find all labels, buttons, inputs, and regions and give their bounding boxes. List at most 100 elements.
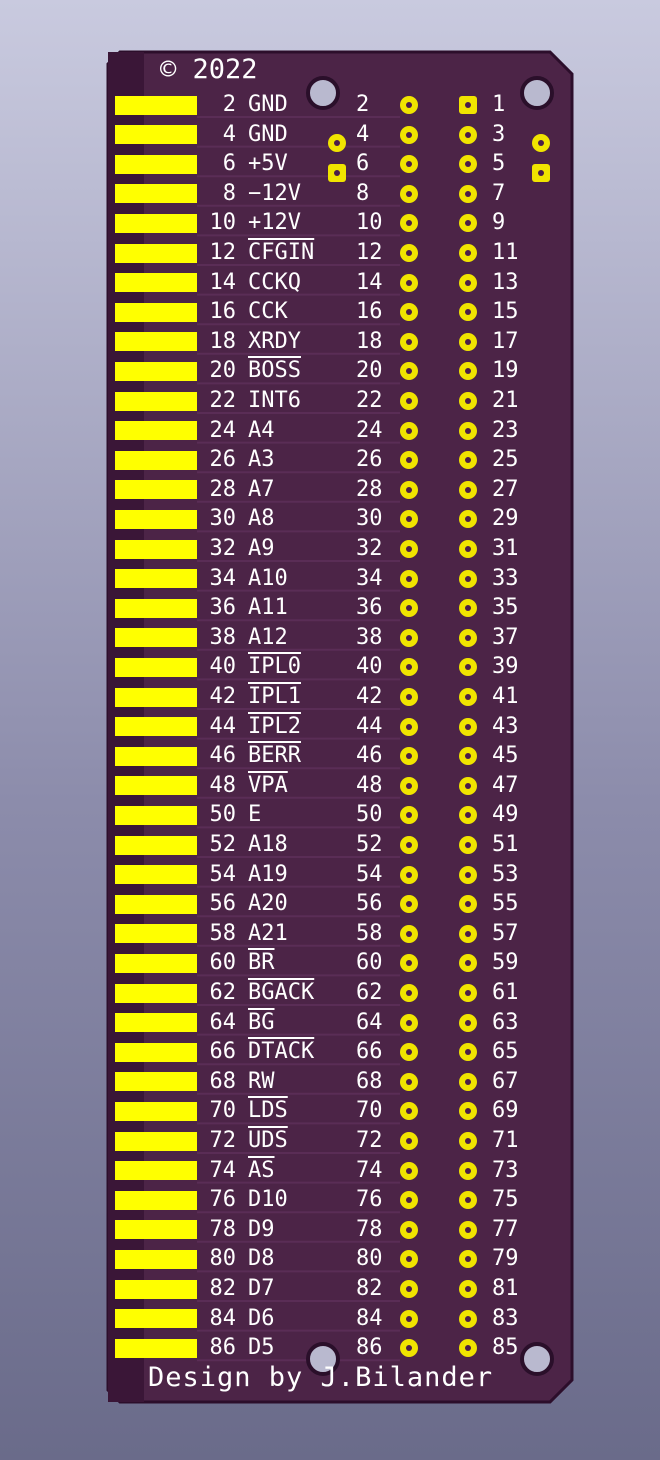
designer-credit: Design by J.Bilander — [148, 1362, 494, 1393]
header-pad-79 — [459, 1250, 477, 1269]
header-pad-56 — [400, 895, 418, 914]
signal-name: +12V — [248, 210, 301, 236]
gold-finger-64 — [115, 1013, 197, 1033]
header-pad-2 — [400, 96, 418, 114]
header-pin-number-odd: 3 — [492, 121, 506, 147]
gold-finger-40 — [115, 657, 197, 677]
header-pad-85 — [459, 1339, 477, 1358]
header-pad-32 — [400, 540, 418, 558]
header-pin-number-even: 38 — [356, 624, 383, 650]
header-pin-number-odd: 51 — [492, 832, 519, 857]
header-pin-number-even: 24 — [356, 417, 383, 443]
header-pad-75 — [459, 1191, 477, 1210]
signal-name: BERR — [248, 743, 301, 769]
signal-name: CCKQ — [248, 269, 301, 295]
header-pin-number-odd: 25 — [492, 447, 519, 473]
header-pin-number-even: 8 — [356, 180, 370, 206]
edge-pin-number: 40 — [209, 654, 237, 680]
edge-pin-number: 52 — [209, 832, 237, 857]
header-pad-53 — [459, 865, 477, 884]
edge-pin-number: 50 — [209, 802, 237, 828]
edge-pin-number: 82 — [209, 1276, 237, 1301]
header-pin-number-odd: 7 — [492, 180, 506, 206]
header-pad-20 — [400, 362, 418, 381]
header-pad-13 — [459, 273, 477, 292]
signal-name: A20 — [248, 891, 288, 917]
header-pad-52 — [400, 836, 418, 854]
signal-name: A18 — [248, 832, 288, 857]
gold-finger-80 — [115, 1249, 197, 1269]
edge-pin-number: 26 — [209, 447, 237, 473]
signal-name: BOSS — [248, 358, 301, 384]
gold-finger-6 — [115, 154, 197, 174]
header-pin-number-even: 64 — [356, 1009, 383, 1035]
header-pad-83 — [459, 1309, 477, 1328]
edge-pin-number: 6 — [222, 151, 236, 177]
signal-name: BG — [248, 1009, 275, 1035]
header-pad-21 — [459, 392, 477, 410]
header-pin-number-odd: 21 — [492, 388, 519, 413]
header-pad-78 — [400, 1220, 418, 1239]
header-pad-74 — [400, 1161, 418, 1180]
header-pad-43 — [459, 717, 477, 736]
edge-pin-number: 42 — [209, 684, 237, 709]
signal-name: BGACK — [248, 980, 315, 1005]
header-pin-number-even: 76 — [356, 1187, 383, 1213]
header-pin-number-odd: 29 — [492, 506, 519, 532]
header-pad-55 — [459, 895, 477, 914]
header-pad-1 — [459, 96, 477, 114]
signal-name: RW — [248, 1068, 275, 1094]
edge-pin-number: 20 — [209, 358, 237, 384]
header-pin-number-even: 72 — [356, 1128, 383, 1153]
gold-finger-36 — [115, 598, 197, 618]
signal-name: D5 — [248, 1335, 275, 1361]
header-pin-number-even: 40 — [356, 654, 383, 680]
extra-pad-upper-right — [532, 134, 550, 152]
header-pin-number-odd: 53 — [492, 861, 519, 887]
header-pad-18 — [400, 332, 418, 351]
header-pin-number-even: 16 — [356, 299, 383, 325]
header-pin-number-even: 10 — [356, 210, 383, 236]
header-pin-number-odd: 75 — [492, 1187, 519, 1213]
header-pad-69 — [459, 1102, 477, 1121]
edge-pin-number: 44 — [209, 713, 237, 739]
edge-pin-number: 66 — [209, 1039, 237, 1065]
gold-finger-70 — [115, 1101, 197, 1121]
header-pad-22 — [400, 392, 418, 410]
gold-finger-8 — [115, 184, 197, 204]
gold-finger-86 — [115, 1338, 197, 1358]
edge-pin-number: 28 — [209, 476, 237, 502]
signal-name: XRDY — [248, 328, 301, 354]
header-pin-number-odd: 23 — [492, 417, 519, 443]
gold-finger-28 — [115, 480, 197, 500]
header-pin-number-odd: 57 — [492, 920, 519, 946]
header-pin-number-even: 20 — [356, 358, 383, 384]
header-pin-number-odd: 81 — [492, 1276, 519, 1301]
header-pad-25 — [459, 451, 477, 470]
gold-finger-34 — [115, 569, 197, 589]
header-pin-number-odd: 77 — [492, 1216, 519, 1242]
header-pad-51 — [459, 836, 477, 854]
edge-pin-number: 70 — [209, 1098, 237, 1124]
header-pad-61 — [459, 984, 477, 1002]
header-pin-number-odd: 71 — [492, 1128, 519, 1153]
header-pin-number-odd: 13 — [492, 269, 519, 295]
header-pad-59 — [459, 954, 477, 973]
header-pad-47 — [459, 776, 477, 795]
gold-finger-82 — [115, 1279, 197, 1299]
gold-finger-26 — [115, 450, 197, 470]
header-pad-71 — [459, 1132, 477, 1150]
gold-finger-54 — [115, 865, 197, 885]
header-pin-number-even: 52 — [356, 832, 383, 857]
header-pin-number-odd: 79 — [492, 1246, 519, 1272]
edge-pin-number: 76 — [209, 1187, 237, 1213]
header-pad-5 — [459, 155, 477, 174]
edge-pin-number: 46 — [209, 743, 237, 769]
signal-name: A11 — [248, 595, 288, 621]
header-pad-73 — [459, 1161, 477, 1180]
header-pad-81 — [459, 1280, 477, 1298]
header-pin-number-odd: 17 — [492, 328, 519, 354]
gold-finger-2 — [115, 95, 197, 115]
signal-name: AS — [248, 1157, 275, 1183]
